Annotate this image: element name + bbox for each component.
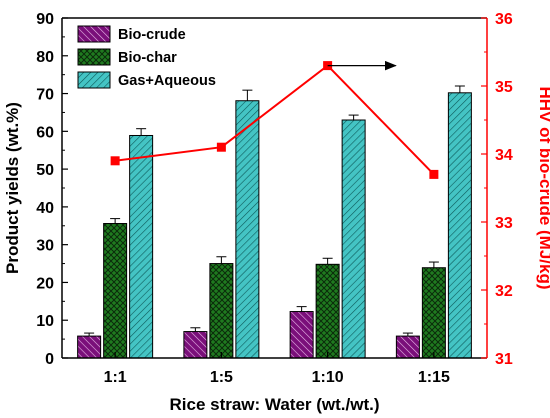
y-tick-label: 10	[36, 313, 54, 330]
y2-tick-label: 31	[495, 351, 513, 368]
y-tick-label: 20	[36, 275, 54, 292]
bar-bio-char	[315, 263, 340, 359]
bar-bio-crude	[183, 331, 208, 359]
hhv-marker	[216, 142, 226, 152]
x-tick-label: 1:15	[418, 369, 450, 386]
y2-tick-label: 33	[495, 215, 513, 232]
y2-tick-label: 32	[495, 283, 513, 300]
hhv-marker	[110, 156, 120, 166]
legend-label: Gas+Aqueous	[118, 73, 216, 89]
y2-axis-title: HHV of bio-crude (MJ/kg)	[536, 86, 550, 289]
bar-bio-crude	[289, 311, 314, 359]
y2-tick-label: 35	[495, 79, 513, 96]
x-tick-label: 1:10	[312, 369, 344, 386]
plot-area: 0 10 20 30 40 50 60 70 80 90 31 32 33 34 35 36 1:1 1:5 1:1…	[3, 11, 550, 414]
bar-gas-aqueous	[447, 92, 472, 359]
legend-swatch	[77, 71, 111, 89]
bar-bio-crude	[77, 335, 102, 359]
bar-gas-aqueous	[341, 119, 366, 359]
bar-bio-char	[421, 267, 446, 359]
y2-tick-label: 36	[495, 11, 513, 28]
x-tick-label: 1:5	[210, 369, 233, 386]
legend-label: Bio-char	[118, 50, 177, 66]
legend-label: Bio-crude	[118, 27, 186, 43]
bar-bio-crude	[395, 335, 420, 359]
bar-bio-char	[103, 223, 128, 359]
bar-gas-aqueous	[235, 100, 260, 359]
y-tick-label: 90	[36, 11, 54, 28]
x-axis-title: Rice straw: Water (wt./wt.)	[169, 395, 379, 414]
x-tick-label: 1:1	[104, 369, 127, 386]
bar-gas-aqueous	[129, 134, 154, 359]
y-tick-label: 70	[36, 87, 54, 104]
y2-tick-label: 34	[495, 147, 513, 164]
y-tick-label: 0	[45, 351, 54, 368]
y-tick-label: 50	[36, 162, 54, 179]
y-tick-label: 40	[36, 200, 54, 217]
legend-swatch	[77, 25, 111, 43]
y-tick-label: 30	[36, 238, 54, 255]
hhv-line	[114, 64, 435, 176]
hhv-marker	[429, 169, 439, 179]
legend-swatch	[77, 48, 111, 66]
y-tick-label: 60	[36, 124, 54, 141]
bar-bio-char	[209, 263, 234, 359]
y-axis-title: Product yields (wt.%)	[3, 102, 22, 274]
y-tick-label: 80	[36, 49, 54, 66]
